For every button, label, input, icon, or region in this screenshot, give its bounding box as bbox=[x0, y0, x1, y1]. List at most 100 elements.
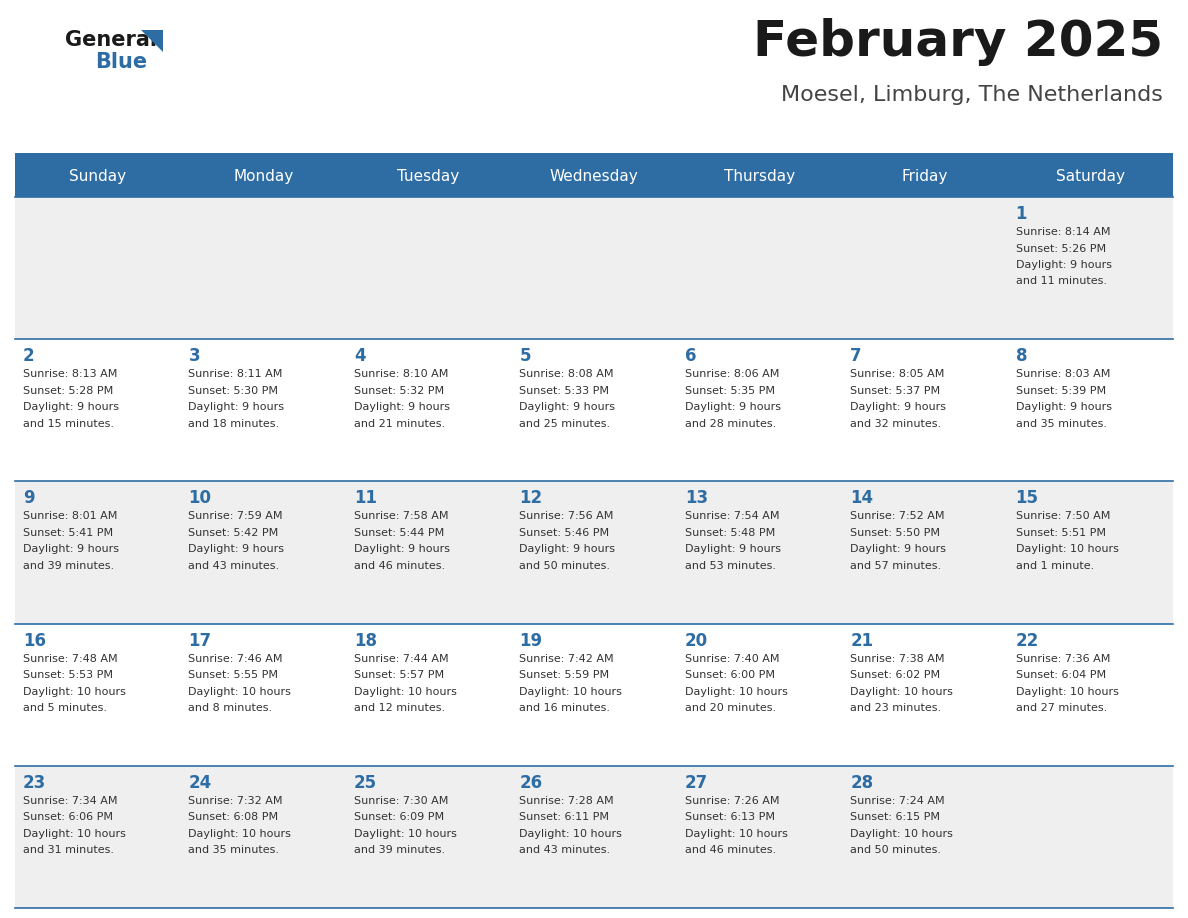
Text: Daylight: 9 hours: Daylight: 9 hours bbox=[354, 544, 450, 554]
Text: Sunrise: 7:32 AM: Sunrise: 7:32 AM bbox=[189, 796, 283, 806]
Text: 15: 15 bbox=[1016, 489, 1038, 508]
Text: and 25 minutes.: and 25 minutes. bbox=[519, 419, 611, 429]
Text: Daylight: 10 hours: Daylight: 10 hours bbox=[1016, 544, 1118, 554]
Text: Daylight: 10 hours: Daylight: 10 hours bbox=[684, 829, 788, 839]
Text: Daylight: 9 hours: Daylight: 9 hours bbox=[684, 402, 781, 412]
Text: Sunset: 5:44 PM: Sunset: 5:44 PM bbox=[354, 528, 444, 538]
Text: Daylight: 10 hours: Daylight: 10 hours bbox=[23, 687, 126, 697]
Text: and 27 minutes.: and 27 minutes. bbox=[1016, 703, 1107, 713]
Text: Sunrise: 7:54 AM: Sunrise: 7:54 AM bbox=[684, 511, 779, 521]
Text: Thursday: Thursday bbox=[723, 170, 795, 185]
Text: Daylight: 10 hours: Daylight: 10 hours bbox=[23, 829, 126, 839]
Text: and 28 minutes.: and 28 minutes. bbox=[684, 419, 776, 429]
Text: Sunrise: 8:13 AM: Sunrise: 8:13 AM bbox=[23, 369, 118, 379]
Text: 14: 14 bbox=[851, 489, 873, 508]
Bar bbox=[15, 481, 1173, 623]
Text: Daylight: 10 hours: Daylight: 10 hours bbox=[684, 687, 788, 697]
Text: 7: 7 bbox=[851, 347, 861, 365]
Text: Daylight: 10 hours: Daylight: 10 hours bbox=[851, 687, 953, 697]
Text: Sunset: 6:04 PM: Sunset: 6:04 PM bbox=[1016, 670, 1106, 680]
Text: 1: 1 bbox=[1016, 205, 1028, 223]
Text: 11: 11 bbox=[354, 489, 377, 508]
Text: Daylight: 9 hours: Daylight: 9 hours bbox=[189, 544, 284, 554]
Text: Sunrise: 7:24 AM: Sunrise: 7:24 AM bbox=[851, 796, 944, 806]
Text: 21: 21 bbox=[851, 632, 873, 650]
Text: Sunset: 5:42 PM: Sunset: 5:42 PM bbox=[189, 528, 279, 538]
Text: 20: 20 bbox=[684, 632, 708, 650]
Text: Daylight: 9 hours: Daylight: 9 hours bbox=[519, 402, 615, 412]
Text: 27: 27 bbox=[684, 774, 708, 792]
Text: Sunrise: 7:28 AM: Sunrise: 7:28 AM bbox=[519, 796, 614, 806]
Text: and 20 minutes.: and 20 minutes. bbox=[684, 703, 776, 713]
Text: and 11 minutes.: and 11 minutes. bbox=[1016, 276, 1106, 286]
Text: Daylight: 9 hours: Daylight: 9 hours bbox=[851, 402, 946, 412]
Text: Sunrise: 8:05 AM: Sunrise: 8:05 AM bbox=[851, 369, 944, 379]
Text: 22: 22 bbox=[1016, 632, 1038, 650]
Text: Daylight: 10 hours: Daylight: 10 hours bbox=[354, 687, 456, 697]
Text: Sunday: Sunday bbox=[69, 170, 126, 185]
Text: 6: 6 bbox=[684, 347, 696, 365]
Text: and 46 minutes.: and 46 minutes. bbox=[354, 561, 446, 571]
Text: Sunrise: 8:10 AM: Sunrise: 8:10 AM bbox=[354, 369, 448, 379]
Bar bbox=[15, 197, 1173, 339]
Text: 23: 23 bbox=[23, 774, 46, 792]
Text: Sunset: 5:41 PM: Sunset: 5:41 PM bbox=[23, 528, 113, 538]
Text: and 5 minutes.: and 5 minutes. bbox=[23, 703, 107, 713]
Text: Sunrise: 7:59 AM: Sunrise: 7:59 AM bbox=[189, 511, 283, 521]
Text: February 2025: February 2025 bbox=[753, 18, 1163, 66]
Text: Sunset: 5:32 PM: Sunset: 5:32 PM bbox=[354, 386, 444, 396]
Text: Daylight: 10 hours: Daylight: 10 hours bbox=[354, 829, 456, 839]
Text: Sunrise: 7:58 AM: Sunrise: 7:58 AM bbox=[354, 511, 448, 521]
Text: Daylight: 9 hours: Daylight: 9 hours bbox=[851, 544, 946, 554]
Text: Sunset: 5:55 PM: Sunset: 5:55 PM bbox=[189, 670, 278, 680]
Text: and 39 minutes.: and 39 minutes. bbox=[354, 845, 446, 856]
Text: Sunset: 5:39 PM: Sunset: 5:39 PM bbox=[1016, 386, 1106, 396]
Text: 9: 9 bbox=[23, 489, 34, 508]
Text: Daylight: 9 hours: Daylight: 9 hours bbox=[354, 402, 450, 412]
Text: 10: 10 bbox=[189, 489, 211, 508]
Bar bbox=[15, 153, 1173, 157]
Text: Sunset: 6:02 PM: Sunset: 6:02 PM bbox=[851, 670, 940, 680]
Text: Monday: Monday bbox=[233, 170, 293, 185]
Text: Sunset: 5:26 PM: Sunset: 5:26 PM bbox=[1016, 243, 1106, 253]
Text: Sunrise: 7:34 AM: Sunrise: 7:34 AM bbox=[23, 796, 118, 806]
Text: Sunrise: 7:38 AM: Sunrise: 7:38 AM bbox=[851, 654, 944, 664]
Text: 18: 18 bbox=[354, 632, 377, 650]
Polygon shape bbox=[141, 30, 163, 52]
Text: and 15 minutes.: and 15 minutes. bbox=[23, 419, 114, 429]
Text: Wednesday: Wednesday bbox=[550, 170, 638, 185]
Text: Daylight: 10 hours: Daylight: 10 hours bbox=[851, 829, 953, 839]
Text: General: General bbox=[65, 30, 157, 50]
Text: Sunset: 5:46 PM: Sunset: 5:46 PM bbox=[519, 528, 609, 538]
Text: and 23 minutes.: and 23 minutes. bbox=[851, 703, 941, 713]
Text: Daylight: 9 hours: Daylight: 9 hours bbox=[23, 544, 119, 554]
Text: and 16 minutes.: and 16 minutes. bbox=[519, 703, 611, 713]
Text: Sunrise: 8:01 AM: Sunrise: 8:01 AM bbox=[23, 511, 118, 521]
Text: Sunrise: 8:03 AM: Sunrise: 8:03 AM bbox=[1016, 369, 1110, 379]
Text: and 50 minutes.: and 50 minutes. bbox=[851, 845, 941, 856]
Text: Sunrise: 7:56 AM: Sunrise: 7:56 AM bbox=[519, 511, 614, 521]
Text: Daylight: 9 hours: Daylight: 9 hours bbox=[519, 544, 615, 554]
Text: Daylight: 9 hours: Daylight: 9 hours bbox=[1016, 402, 1112, 412]
Text: Daylight: 9 hours: Daylight: 9 hours bbox=[684, 544, 781, 554]
Text: Sunset: 6:00 PM: Sunset: 6:00 PM bbox=[684, 670, 775, 680]
Text: and 35 minutes.: and 35 minutes. bbox=[189, 845, 279, 856]
Text: 4: 4 bbox=[354, 347, 366, 365]
Text: and 31 minutes.: and 31 minutes. bbox=[23, 845, 114, 856]
Text: Sunset: 5:48 PM: Sunset: 5:48 PM bbox=[684, 528, 775, 538]
Text: and 46 minutes.: and 46 minutes. bbox=[684, 845, 776, 856]
Bar bbox=[15, 623, 1173, 766]
Text: 3: 3 bbox=[189, 347, 200, 365]
Text: 24: 24 bbox=[189, 774, 211, 792]
Text: and 18 minutes.: and 18 minutes. bbox=[189, 419, 279, 429]
Text: Sunset: 5:35 PM: Sunset: 5:35 PM bbox=[684, 386, 775, 396]
Text: Sunset: 6:15 PM: Sunset: 6:15 PM bbox=[851, 812, 940, 823]
Text: Sunrise: 7:48 AM: Sunrise: 7:48 AM bbox=[23, 654, 118, 664]
Text: Sunset: 6:06 PM: Sunset: 6:06 PM bbox=[23, 812, 113, 823]
Text: Sunset: 5:51 PM: Sunset: 5:51 PM bbox=[1016, 528, 1106, 538]
Text: Sunrise: 7:42 AM: Sunrise: 7:42 AM bbox=[519, 654, 614, 664]
Text: and 53 minutes.: and 53 minutes. bbox=[684, 561, 776, 571]
Text: 19: 19 bbox=[519, 632, 543, 650]
Text: Daylight: 9 hours: Daylight: 9 hours bbox=[189, 402, 284, 412]
Text: 5: 5 bbox=[519, 347, 531, 365]
